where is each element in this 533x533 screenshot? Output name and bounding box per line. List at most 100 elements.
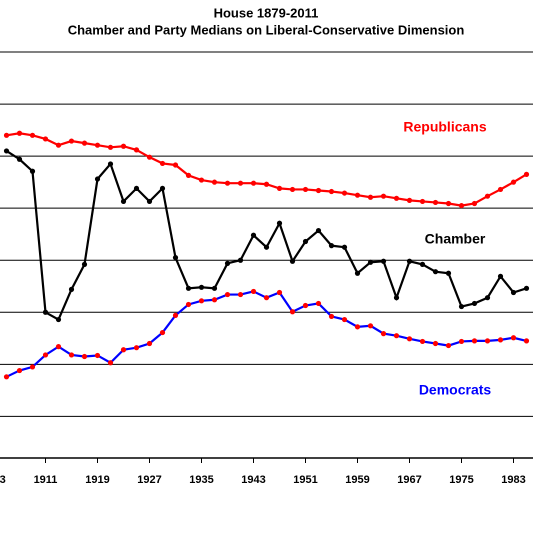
data-point [250,288,257,295]
data-point [68,286,75,292]
data-point [315,187,322,194]
chart-subtitle: Chamber and Party Medians on Liberal-Con… [68,22,465,37]
data-point [3,132,10,138]
data-point [497,186,504,193]
data-point [94,352,101,359]
data-point [341,244,348,250]
data-point [146,340,153,347]
data-point [42,309,49,315]
data-point [68,352,75,358]
data-point [133,185,140,192]
data-point [172,312,179,318]
data-point [315,300,322,307]
data-point [29,364,36,370]
data-point [211,285,218,291]
data-point [367,323,374,329]
data-point [198,177,205,183]
data-point [523,285,530,291]
data-point [276,289,283,296]
data-point [263,244,270,250]
data-point [107,161,114,167]
series-label: Chamber [425,231,486,247]
data-point [172,255,179,261]
data-point [458,338,465,345]
data-point [172,162,179,168]
x-tick-label: 1943 [241,474,265,486]
data-point [237,257,244,263]
data-point [3,374,10,380]
data-point [497,273,504,279]
series-label: Democrats [419,382,492,398]
data-point [354,270,361,276]
data-point [419,198,426,205]
data-point [510,335,517,341]
data-point [16,156,23,162]
data-point [159,329,166,336]
data-point [302,302,309,309]
data-point [133,147,140,153]
data-point [42,352,49,358]
x-tick-label: 1935 [189,474,213,486]
data-point [185,285,192,291]
data-point [94,142,101,148]
data-point [237,180,244,186]
data-point [458,303,465,310]
x-axis-ticks: 1903 1911 1919 1927 1935 1943 1951 1959 1967 1975… [0,458,526,486]
data-point [471,200,478,207]
plot-area [3,130,530,380]
series-label: Republicans [403,119,486,135]
data-point [328,313,335,320]
data-point [133,345,140,351]
data-point [29,168,36,174]
data-point [250,180,257,186]
x-tick-label: 1919 [85,474,109,486]
data-point [224,291,231,298]
data-point [380,331,387,337]
data-point [328,243,335,249]
data-point [406,258,413,264]
data-point [354,324,361,330]
data-point [302,238,309,245]
x-tick-label: 1959 [345,474,369,486]
data-point [406,197,413,203]
data-point [224,180,231,186]
data-point [81,261,88,267]
data-point [68,138,75,144]
x-tick-label: 1975 [449,474,473,486]
data-point [419,338,426,345]
data-point [484,338,491,344]
data-point [94,176,101,182]
data-point [406,336,413,342]
data-point [237,291,244,298]
data-point [458,202,465,209]
data-point [276,220,283,226]
data-point [146,154,153,160]
data-point [29,132,36,138]
data-point [380,258,387,264]
data-point [354,192,361,198]
data-point [55,344,62,350]
data-point [497,337,504,343]
data-point [341,190,348,196]
data-point [393,295,400,301]
data-point [523,171,530,177]
data-point [250,232,257,238]
data-point [3,148,10,154]
data-point [263,295,270,301]
data-point [445,270,452,276]
x-tick-label: 1911 [34,474,58,486]
data-point [510,289,517,296]
data-point [393,195,400,201]
data-point [484,295,491,301]
data-point [120,143,127,149]
x-tick-label: 1967 [397,474,421,486]
data-point [211,297,218,303]
data-point [484,193,491,199]
grid [0,51,533,417]
data-point [55,142,62,148]
series-labels: Republicans Chamber Democrats [403,119,491,398]
data-point [224,260,231,266]
data-point [16,367,23,374]
data-point [159,185,166,192]
